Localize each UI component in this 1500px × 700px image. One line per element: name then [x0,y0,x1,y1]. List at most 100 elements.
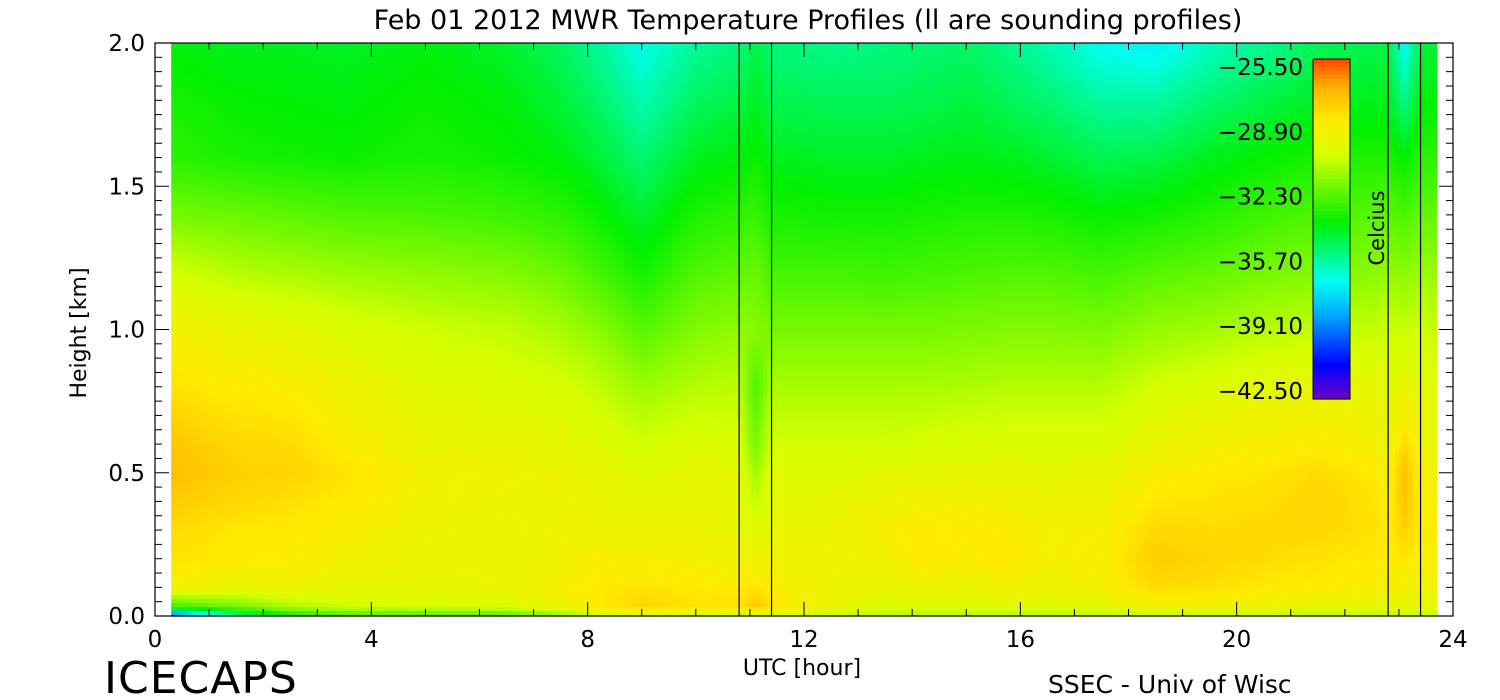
heatmap-cell [215,463,220,468]
heatmap-cell [207,407,212,412]
heatmap-cell [207,123,212,128]
heatmap-cell [247,75,252,80]
heatmap-cell [275,47,280,52]
heatmap-cell [203,447,208,452]
heatmap-cell [207,515,212,520]
heatmap-cell [267,291,272,296]
heatmap-cell [247,135,252,140]
heatmap-cell [255,267,260,272]
heatmap-cell [187,67,192,72]
heatmap-cell [175,63,180,68]
heatmap-cell [195,219,200,224]
heatmap-cell [271,155,276,160]
heatmap-cell [235,167,240,172]
heatmap-cell [179,303,184,308]
heatmap-cell [175,607,180,612]
heatmap-cell [175,491,180,496]
heatmap-cell [279,447,284,452]
heatmap-cell [175,399,180,404]
heatmap-cell [255,359,260,364]
heatmap-cell [195,267,200,272]
heatmap-cell [243,303,248,308]
heatmap-cell [231,339,236,344]
heatmap-cell [191,275,196,280]
heatmap-cell [259,87,264,92]
heatmap-cell [211,391,216,396]
heatmap-cell [279,427,284,432]
heatmap-cell [211,451,216,456]
heatmap-cell [251,527,256,532]
heatmap-cell [283,559,288,564]
heatmap-cell [211,175,216,180]
heatmap-cell [183,323,188,328]
heatmap-cell [211,419,216,424]
heatmap-cell [263,111,268,116]
heatmap-cell [235,319,240,324]
heatmap-cell [223,559,228,564]
heatmap-cell [215,507,220,512]
heatmap-cell [275,251,280,256]
heatmap-cell [271,407,276,412]
heatmap-cell [187,515,192,520]
heatmap-cell [267,43,272,48]
heatmap-cell [207,223,212,228]
heatmap-cell [259,487,264,492]
heatmap-cell [275,427,280,432]
heatmap-cell [231,139,236,144]
heatmap-cell [219,335,224,340]
heatmap-cell [175,347,180,352]
heatmap-cell [175,271,180,276]
heatmap-cell [199,247,204,252]
heatmap-cell [267,383,272,388]
heatmap-cell [195,251,200,256]
heatmap-cell [259,539,264,544]
heatmap-cell [251,391,256,396]
heatmap-cell [191,403,196,408]
heatmap-cell [255,55,260,60]
heatmap-cell [271,579,276,584]
heatmap-cell [247,415,252,420]
heatmap-cell [187,583,192,588]
heatmap-cell [211,479,216,484]
heatmap-cell [275,547,280,552]
heatmap-cell [227,399,232,404]
heatmap-cell [275,247,280,252]
heatmap-cell [171,515,176,520]
heatmap-cell [231,263,236,268]
heatmap-cell [195,303,200,308]
heatmap-cell [279,607,284,612]
heatmap-cell [215,191,220,196]
heatmap-cell [215,471,220,476]
heatmap-cell [255,87,260,92]
heatmap-cell [263,303,268,308]
heatmap-cell [223,435,228,440]
heatmap-cell [203,43,208,48]
heatmap-cell [211,371,216,376]
heatmap-cell [195,483,200,488]
heatmap-cell [195,243,200,248]
heatmap-cell [211,331,216,336]
heatmap-cell [275,419,280,424]
heatmap-cell [211,239,216,244]
heatmap-cell [255,207,260,212]
heatmap-cell [175,223,180,228]
heatmap-cell [199,555,204,560]
heatmap-cell [283,527,288,532]
heatmap-cell [187,543,192,548]
heatmap-cell [259,91,264,96]
heatmap-cell [275,267,280,272]
heatmap-cell [247,571,252,576]
heatmap-cell [255,239,260,244]
heatmap-cell [235,311,240,316]
heatmap-cell [247,491,252,496]
heatmap-cell [207,395,212,400]
heatmap-cell [263,331,268,336]
heatmap-cell [231,539,236,544]
heatmap-cell [267,367,272,372]
heatmap-cell [275,79,280,84]
heatmap-cell [255,299,260,304]
heatmap-cell [171,603,176,608]
heatmap-cell [287,315,292,320]
heatmap-cell [239,351,244,356]
heatmap-cell [251,235,256,240]
